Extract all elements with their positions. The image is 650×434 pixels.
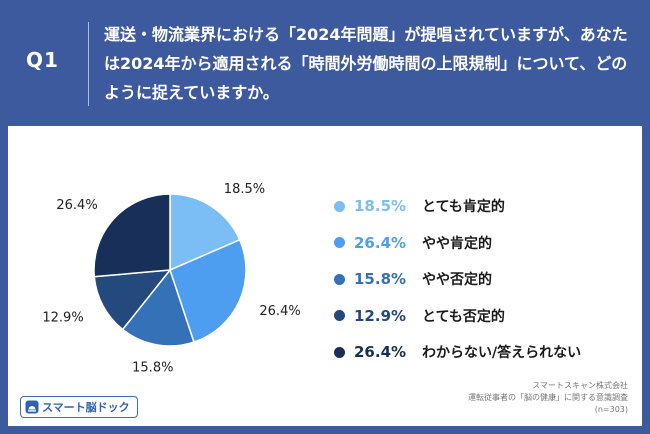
legend-label: やや否定的 [422,272,492,288]
header-banner: Q1 運送・物流業界における「2024年問題」が提唱されていますが、あなたは20… [0,0,650,120]
pie-slice-label-4: 12.9% [42,310,83,325]
pie-slice-1 [169,193,241,272]
brain-scan-icon [25,400,39,414]
legend-item: 18.5% とても肯定的 [334,196,581,216]
legend-item: 26.4% わからない/答えられない [334,342,581,362]
question-number: Q1 [26,48,59,72]
pie-slice-4 [93,269,172,331]
legend-label: とても否定的 [422,308,505,325]
legend-value: 12.9% [354,306,407,325]
pie-slice-5 [93,193,171,278]
question-text: 運送・物流業界における「2024年問題」が提唱されていますが、あなたは2024年… [104,25,628,102]
legend-label: とても肯定的 [422,199,505,215]
source-survey: 運転従事者の「脳の健康」に関する意識調査 [468,393,628,402]
brand-logo: スマート脳ドック [20,396,138,418]
header-divider [88,22,89,106]
legend-label: わからない/答えられない [422,345,582,361]
legend-swatch [334,237,345,248]
legend-swatch [334,200,345,212]
legend-item: 12.9% とても否定的 [334,306,581,326]
pie-slice-label-1: 18.5% [224,182,265,197]
source-company: スマートスキャン株式会社 [532,381,628,390]
source-note: スマートスキャン株式会社 運転従事者の「脳の健康」に関する意識調査 (n=303… [468,380,628,416]
pie-slice-3 [121,268,195,347]
pie-slice-label-2: 26.4% [259,304,300,319]
source-sample: (n=303) [594,405,628,414]
legend-label: やや肯定的 [422,235,492,252]
pie-slice-2 [169,238,247,344]
legend-swatch [334,273,345,285]
legend-swatch [334,310,345,321]
chart-legend: 18.5% とても肯定的 26.4% やや肯定的 15.8% やや否定的 12.… [334,196,581,379]
legend-value: 18.5% [354,197,407,215]
legend-value: 26.4% [354,233,407,252]
pie-slice-label-3: 15.8% [132,361,173,376]
pie-slice-label-5: 26.4% [56,198,97,213]
legend-value: 15.8% [354,270,407,288]
legend-value: 26.4% [354,343,407,361]
logo-text: スマート脳ドック [42,401,130,414]
legend-item: 15.8% やや否定的 [334,269,581,289]
legend-item: 26.4% やや肯定的 [334,233,581,253]
legend-swatch [334,346,345,358]
